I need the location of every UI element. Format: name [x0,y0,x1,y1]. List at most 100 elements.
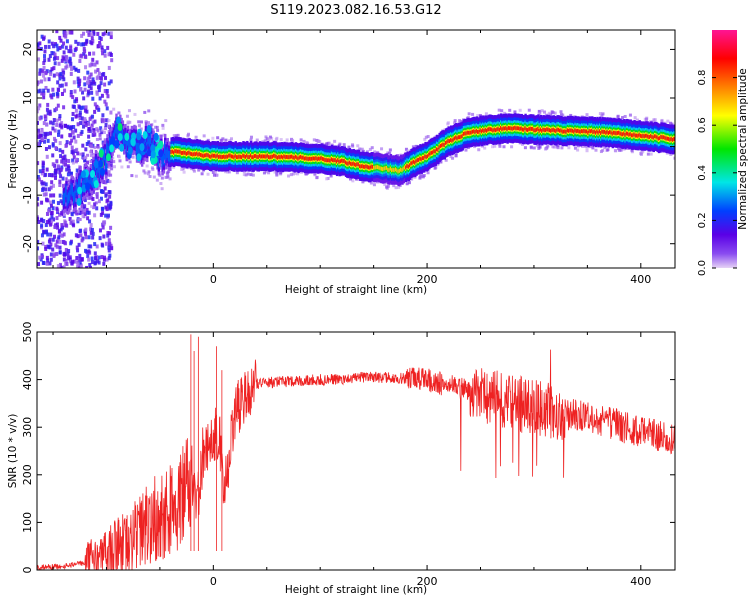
spectrogram-cell [348,160,352,165]
spectrogram-cell [570,128,573,133]
spectrogram-cell [317,156,321,161]
spectrogram-cell [55,244,59,249]
spectrogram-cell [90,204,94,208]
spectrogram-cell [228,153,231,158]
spectrogram-cell [41,187,45,192]
spectrogram-cell [77,218,81,222]
spectrogram-cell [547,127,550,132]
spectrogram-cell [393,168,396,173]
spectrogram-cell [369,181,373,185]
spectrogram-cell [71,130,75,135]
spectrogram-cell [147,109,151,113]
spectrogram-cell [72,155,76,160]
spectrogram-cell [58,239,62,244]
spectrogram-cell [45,154,49,159]
spectrogram-cell [264,154,267,159]
spectrogram-cell [38,71,42,76]
spectrogram-cell [54,138,58,143]
spectrogram-cell [102,151,105,163]
spectrogram-cell [61,68,65,73]
spectrogram-cell [543,128,547,132]
spectrogram-cell [584,129,588,134]
spectrogram-cell [77,242,81,247]
spectrogram-cell [318,140,322,144]
spectrogram-cell [176,133,180,137]
spectrogram-cell [311,156,314,161]
spectrogram-cell [325,177,329,181]
spectrogram-cell [538,145,542,149]
spectrogram-cell [219,154,222,159]
spectrogram-cell [583,144,587,148]
spectrogram-cell [44,230,48,235]
spectrogram-cell [87,140,91,145]
spectrogram-cell [591,128,594,133]
spectrogram-cell [107,31,111,36]
spectrogram-cell [471,129,475,134]
spectrogram-cell [434,149,438,154]
spectrogram-cell [54,169,58,174]
spectrogram-cell [316,157,320,162]
spectrogram-cell [388,168,391,173]
spectrogram-cell [553,111,557,115]
spectrogram-cell [90,123,94,128]
spectrogram-cell [47,145,51,150]
spectrogram-cell [42,61,46,66]
spectrogram-cell [74,108,78,113]
spectrogram-cell [47,173,51,178]
spectrogram-cell [293,156,296,160]
spectrogram-cell [524,126,527,131]
spectrogram-cell [67,192,71,204]
spectrogram-cell [347,145,351,149]
spectrogram-cell [58,183,62,188]
spectrogram-cell [93,102,97,107]
spectrogram-cell [383,166,386,171]
spectrogram-cell [385,165,389,170]
spectrogram-cell [44,85,48,90]
spectrogram-cell [67,180,71,185]
spectrogram-cell [103,99,107,104]
spectrogram-cell [55,122,59,127]
spectrogram-cell [112,165,116,169]
spectrogram-cell [338,142,342,146]
spectrogram-cell [342,158,345,163]
spectrogram-cell [49,211,53,216]
spectrogram-cell [90,260,94,265]
spectrogram-cell [559,128,562,133]
spectrogram-cell [585,129,589,134]
spectrogram-cell [410,161,413,166]
spectrogram-cell [107,119,111,123]
spectrogram-cell [456,136,459,141]
spectrogram-cell [464,131,467,136]
spectrogram-cell [42,219,46,224]
spectrogram-cell [102,180,106,185]
spectrogram-cell [591,146,595,150]
spectrogram-cell [506,127,509,132]
spectrogram-cell [550,128,553,133]
spectrogram-cell [171,149,175,154]
spectrogram-cell [93,202,97,207]
spectrogram-cell [103,126,107,131]
spectrogram-cell [97,199,101,204]
spectrogram-cell [519,126,522,131]
spectrogram-cell [45,107,49,112]
spectrogram-cell [618,130,621,135]
spectrogram-cell [305,141,309,145]
spectrogram-cell [54,145,58,150]
spectrogram-cell [105,207,109,212]
spectrogram-cell [452,137,455,142]
spectrogram-cell [219,139,223,143]
spectrogram-cell [533,128,536,133]
spectrogram-cell [255,138,259,142]
spectrogram-cell [72,192,76,203]
spectrogram-cell [48,131,52,136]
spectrogram-cell [537,126,540,131]
spectrogram-cell [92,128,96,133]
spectrogram-cell [101,32,105,37]
spectrogram-cell [62,251,66,256]
spectrogram-cell [139,120,143,124]
spectrogram-cell [89,223,93,228]
spectrogram-cell [59,154,63,159]
spectrogram-cell [310,156,313,161]
spectrogram-cell [73,99,77,104]
spectrogram-cell [394,167,398,172]
